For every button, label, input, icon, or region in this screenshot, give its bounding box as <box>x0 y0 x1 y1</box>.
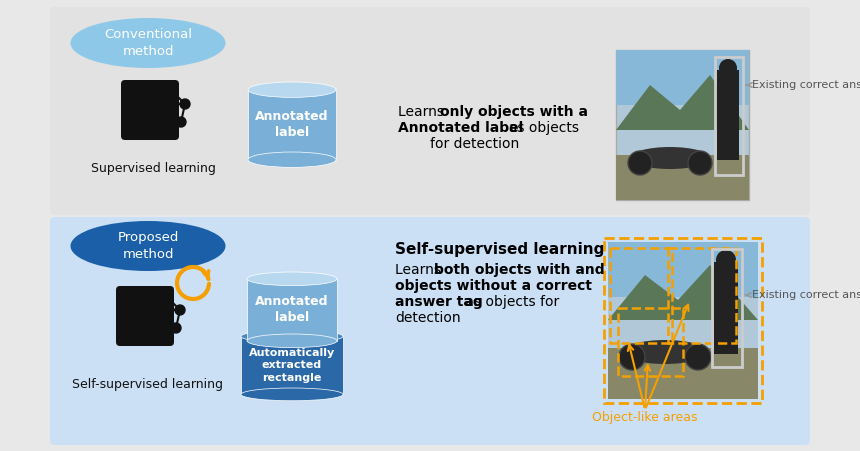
Text: Existing correct answer: Existing correct answer <box>746 80 860 90</box>
Circle shape <box>163 305 173 315</box>
Text: Proposed
method: Proposed method <box>117 231 179 261</box>
Text: objects without a correct: objects without a correct <box>395 279 592 293</box>
Bar <box>616 50 749 200</box>
Circle shape <box>685 344 711 370</box>
Bar <box>717 70 739 160</box>
Circle shape <box>171 323 181 333</box>
Text: Self-supervised learning: Self-supervised learning <box>72 378 224 391</box>
Bar <box>714 262 738 354</box>
Ellipse shape <box>247 334 337 348</box>
Ellipse shape <box>630 147 710 169</box>
FancyBboxPatch shape <box>50 7 810 215</box>
Text: as objects: as objects <box>500 121 579 135</box>
Bar <box>616 50 749 105</box>
Text: as objects for: as objects for <box>461 295 559 309</box>
Bar <box>247 279 337 341</box>
Polygon shape <box>616 75 749 130</box>
Text: Annotated label: Annotated label <box>398 121 523 135</box>
Bar <box>604 238 762 403</box>
Text: Object-like areas: Object-like areas <box>593 411 697 424</box>
Circle shape <box>688 151 712 175</box>
Bar <box>715 57 743 175</box>
Circle shape <box>176 117 186 127</box>
Circle shape <box>166 85 176 95</box>
Text: Conventional
method: Conventional method <box>104 28 192 58</box>
Circle shape <box>162 109 172 119</box>
Ellipse shape <box>623 340 708 364</box>
Ellipse shape <box>241 330 343 343</box>
Ellipse shape <box>247 272 337 285</box>
Text: Supervised learning: Supervised learning <box>90 162 216 175</box>
Text: Annotated
label: Annotated label <box>255 110 329 139</box>
Bar <box>608 242 758 297</box>
Circle shape <box>716 250 736 270</box>
Text: for detection: for detection <box>430 137 519 151</box>
Text: Existing correct answer: Existing correct answer <box>746 290 860 300</box>
Circle shape <box>168 99 178 109</box>
Circle shape <box>628 151 652 175</box>
Ellipse shape <box>71 18 225 68</box>
Circle shape <box>161 291 171 301</box>
Bar <box>608 348 758 399</box>
FancyBboxPatch shape <box>116 286 174 346</box>
Circle shape <box>619 344 645 370</box>
Text: Learns: Learns <box>395 263 445 277</box>
Text: Self-supervised learning: Self-supervised learning <box>395 242 605 257</box>
Circle shape <box>175 305 185 315</box>
Bar <box>610 248 672 343</box>
FancyBboxPatch shape <box>121 80 179 140</box>
Text: Learns: Learns <box>398 105 448 119</box>
Bar <box>248 90 336 160</box>
Polygon shape <box>608 265 758 320</box>
Bar <box>608 242 758 399</box>
Bar <box>618 308 683 376</box>
Bar <box>241 336 343 394</box>
Ellipse shape <box>71 221 225 271</box>
Circle shape <box>719 59 737 77</box>
Text: answer tag: answer tag <box>395 295 482 309</box>
Text: only objects with a: only objects with a <box>440 105 588 119</box>
Bar <box>616 155 749 200</box>
Ellipse shape <box>248 82 336 97</box>
Ellipse shape <box>241 388 343 401</box>
Circle shape <box>180 99 190 109</box>
Bar <box>668 248 736 343</box>
Text: detection: detection <box>395 311 461 325</box>
Text: Annotated
label: Annotated label <box>255 295 329 324</box>
Bar <box>712 249 742 367</box>
Circle shape <box>157 315 167 325</box>
Text: both objects with and: both objects with and <box>434 263 605 277</box>
FancyBboxPatch shape <box>50 217 810 445</box>
Text: Automatically
extracted
rectangle: Automatically extracted rectangle <box>249 348 335 383</box>
Ellipse shape <box>248 152 336 167</box>
